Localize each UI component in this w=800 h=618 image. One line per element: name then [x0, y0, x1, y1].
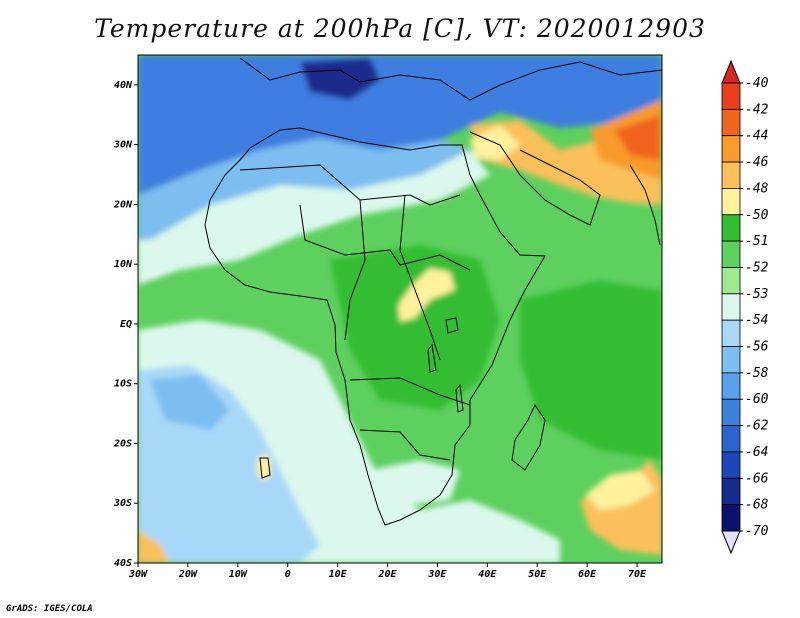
field-cold-light-north	[138, 138, 470, 240]
lon-tick-label: 30W	[128, 569, 148, 580]
colorbar-bin	[721, 372, 741, 400]
india-coastline	[629, 164, 661, 246]
colorbar-label: -64	[745, 445, 768, 460]
lat-tick-label: 40S	[114, 558, 132, 569]
colorbar-bin	[721, 451, 741, 479]
colorbar-label: -56	[745, 340, 769, 355]
field-cold-north	[138, 55, 662, 195]
lat-tick-label: 10S	[114, 379, 132, 390]
colorbar-label: -40	[745, 76, 769, 91]
field-green-indian	[520, 280, 662, 460]
border-2	[299, 204, 471, 271]
field-warm-arabia	[470, 105, 662, 205]
colorbar-bin	[721, 398, 741, 426]
lat-tick-label: 20S	[113, 438, 132, 449]
colorbar-top-arrow	[721, 59, 741, 84]
temperature-field	[138, 55, 662, 563]
lake-malawi	[455, 383, 464, 413]
lake-tanganyika	[427, 343, 437, 373]
colorbar-label: -66	[745, 471, 769, 486]
field-yellow-south-indian	[585, 470, 655, 510]
colorbar-label: -48	[745, 181, 769, 196]
field-pale-south-africa	[370, 460, 460, 505]
lat-tick-label: 40N	[114, 80, 133, 91]
field-light-green-indian	[500, 190, 662, 290]
coastlines	[204, 57, 662, 526]
colorbar-bin	[721, 504, 741, 532]
colorbar-bin	[721, 477, 741, 506]
lat-tick-label: EQ	[120, 319, 132, 330]
colorbar-bin	[721, 188, 741, 216]
field-sw-corner-warm	[138, 530, 170, 563]
lat-tick-label: 30S	[113, 498, 132, 509]
colorbar-label: -58	[745, 366, 769, 381]
madagascar-coastline	[511, 403, 546, 471]
colorbar-bin	[721, 293, 741, 321]
lon-tick-label: 0	[285, 569, 291, 580]
colorbar-bin	[721, 319, 741, 347]
field-cold-core	[300, 58, 380, 100]
colorbar-bin	[721, 108, 741, 137]
border-3	[344, 199, 366, 341]
colorbar-label: -54	[745, 313, 768, 328]
colorbar-bin	[721, 82, 741, 110]
lon-tick-label: 60E	[578, 569, 597, 580]
colorbar-bin	[721, 240, 741, 268]
colorbar: -40 -42 -44 -46 -48 -50 -51 -52 -53 -54 -56 -58 -60 -…	[721, 59, 769, 555]
lon-tick-label: 50E	[528, 569, 547, 580]
colorbar-label: -62	[745, 419, 769, 434]
colorbar-label: -53	[745, 287, 768, 302]
colorbar-label: -70	[745, 524, 769, 539]
lat-tick-label: 10N	[114, 259, 133, 270]
lon-tick-label: 20W	[178, 569, 198, 580]
border-4	[399, 194, 441, 361]
lon-tick-label: 30E	[427, 569, 447, 580]
colorbar-label: -42	[745, 102, 769, 117]
map-title: Temperature at 200hPa [C], VT: 202001290…	[94, 14, 706, 43]
field-pale-sahara	[138, 150, 490, 285]
lon-tick-label: 40E	[478, 569, 497, 580]
colorbar-bin	[721, 346, 741, 374]
colorbar-bin	[721, 425, 741, 453]
colorbar-label: -46	[745, 155, 769, 170]
colorbar-bin	[721, 214, 741, 242]
colorbar-label: -44	[745, 129, 768, 144]
lon-tick-label: 70E	[628, 569, 647, 580]
colorbar-label: -50	[745, 208, 769, 223]
arabia-coastline	[469, 131, 601, 226]
plot-frame	[137, 54, 663, 564]
africa-coastline	[204, 127, 546, 526]
island-south-atlantic	[259, 457, 271, 479]
field-hot-core	[615, 115, 660, 160]
colorbar-bin	[721, 161, 741, 189]
lat-tick-label: 30N	[113, 140, 133, 151]
colorbar-label: -60	[745, 392, 769, 407]
lat-tick-label: 20N	[113, 199, 133, 210]
longitude-axis: 30W 20W 10W 0 10E 20E 30E 40E 50E 60E 70E	[128, 563, 647, 580]
europe-coastline	[239, 57, 662, 101]
field-cool-patch	[150, 375, 230, 430]
colorbar-bin	[721, 267, 741, 295]
colorbar-label: -52	[745, 260, 769, 275]
field-yellow-central	[398, 268, 455, 322]
colorbar-label: -68	[745, 498, 769, 513]
grads-credit: GrADS: IGES/COLA	[6, 604, 93, 614]
colorbar-bin	[721, 135, 741, 163]
border-1	[239, 164, 461, 206]
lon-tick-label: 10E	[329, 569, 348, 580]
field-green-central	[330, 245, 500, 410]
lon-tick-label: 20E	[377, 569, 397, 580]
border-6	[359, 429, 451, 461]
lake-victoria	[445, 317, 459, 334]
colorbar-bottom-arrow	[721, 530, 741, 555]
border-5	[349, 377, 471, 406]
lon-tick-label: 10W	[229, 569, 248, 580]
latitude-axis: 40N 30N 20N 10N EQ 10S 20S 30S 40S	[113, 80, 138, 569]
colorbar-label: -51	[745, 234, 768, 249]
